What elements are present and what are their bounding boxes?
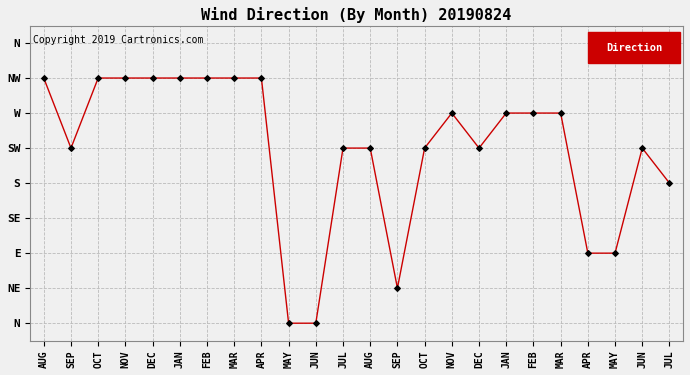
FancyBboxPatch shape xyxy=(589,32,680,63)
Point xyxy=(664,180,675,186)
Point xyxy=(473,145,484,151)
Point xyxy=(528,110,539,116)
Point xyxy=(419,145,430,151)
Point xyxy=(337,145,348,151)
Title: Wind Direction (By Month) 20190824: Wind Direction (By Month) 20190824 xyxy=(201,7,512,23)
Point xyxy=(609,250,620,256)
Point xyxy=(392,285,403,291)
Point xyxy=(92,75,104,81)
Point xyxy=(501,110,512,116)
Point xyxy=(147,75,158,81)
Point xyxy=(365,145,376,151)
Text: Copyright 2019 Cartronics.com: Copyright 2019 Cartronics.com xyxy=(33,35,204,45)
Point xyxy=(555,110,566,116)
Point xyxy=(228,75,239,81)
Point xyxy=(256,75,267,81)
Point xyxy=(201,75,213,81)
Point xyxy=(175,75,186,81)
Point xyxy=(637,145,648,151)
Point xyxy=(446,110,457,116)
Text: Direction: Direction xyxy=(606,43,662,52)
Point xyxy=(120,75,131,81)
Point xyxy=(582,250,593,256)
Point xyxy=(310,320,322,326)
Point xyxy=(66,145,77,151)
Point xyxy=(38,75,49,81)
Point xyxy=(283,320,294,326)
